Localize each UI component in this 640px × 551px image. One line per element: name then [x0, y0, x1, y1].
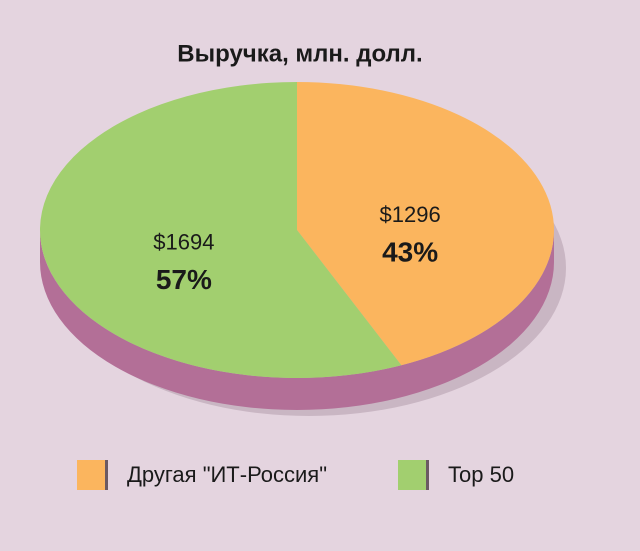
legend-label: Другая "ИТ-Россия" [127, 462, 327, 487]
value-label: $1694 [153, 230, 214, 255]
value-label: $1296 [380, 202, 441, 227]
legend-swatch [398, 460, 426, 490]
legend-swatch [77, 460, 105, 490]
pie-slice [297, 82, 555, 366]
share-label: 43% [382, 237, 438, 268]
chart-title: Выручка, млн. долл. [177, 40, 422, 67]
legend-label: Top 50 [448, 462, 514, 487]
pie-side [40, 230, 554, 410]
pie-slice [40, 82, 402, 378]
legend-swatch-edge [426, 460, 429, 490]
legend-swatch-edge [105, 460, 108, 490]
share-label: 57% [156, 264, 212, 295]
